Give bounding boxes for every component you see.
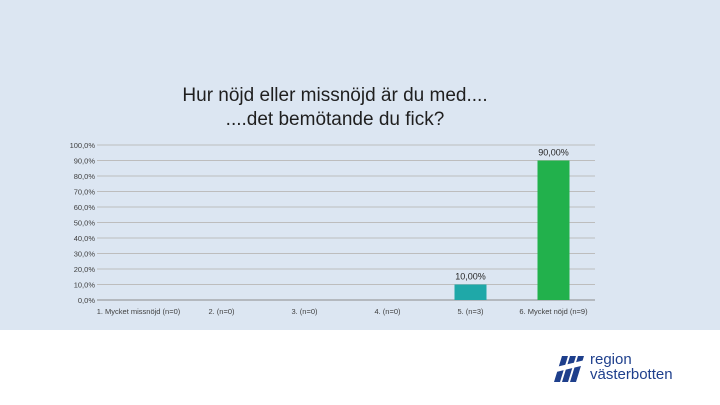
x-tick-label: 6. Mycket nöjd (n=9) bbox=[519, 307, 588, 316]
y-tick-label: 70,0% bbox=[74, 188, 96, 197]
chart-title-line-1: Hur nöjd eller missnöjd är du med.... bbox=[182, 85, 488, 106]
y-tick-label: 20,0% bbox=[74, 265, 96, 274]
y-tick-label: 60,0% bbox=[74, 203, 96, 212]
x-tick-label: 2. (n=0) bbox=[208, 307, 235, 316]
x-tick-label: 5. (n=3) bbox=[457, 307, 484, 316]
logo-text: region västerbotten bbox=[590, 352, 673, 382]
slide-background bbox=[0, 0, 720, 330]
data-label: 90,00% bbox=[538, 148, 569, 158]
logo-line-2: västerbotten bbox=[590, 366, 673, 383]
bar bbox=[454, 284, 487, 300]
data-label: 10,00% bbox=[455, 272, 486, 282]
logo-line-1: region bbox=[590, 351, 632, 368]
y-tick-label: 80,0% bbox=[74, 172, 96, 181]
y-tick-label: 0,0% bbox=[78, 296, 95, 305]
y-tick-label: 90,0% bbox=[74, 157, 96, 166]
region-vasterbotten-logo: region västerbotten bbox=[552, 352, 702, 386]
bar bbox=[537, 160, 570, 300]
x-tick-label: 4. (n=0) bbox=[374, 307, 401, 316]
y-tick-label: 30,0% bbox=[74, 250, 96, 259]
x-tick-label: 1. Mycket missnöjd (n=0) bbox=[97, 307, 181, 316]
logo-mark-icon bbox=[552, 356, 585, 382]
y-tick-label: 100,0% bbox=[70, 141, 96, 150]
bar-chart: 0,0% 10,0% 20,0% 30,0% 40,0% 50,0% 60,0% 70,0% 8… bbox=[70, 141, 595, 316]
chart-title: Hur nöjd eller missnöjd är du med.... ..… bbox=[110, 84, 560, 132]
chart-title-line-2: ....det bemötande du fick? bbox=[225, 109, 445, 130]
x-tick-label: 3. (n=0) bbox=[291, 307, 318, 316]
y-tick-label: 50,0% bbox=[74, 219, 96, 228]
y-tick-label: 40,0% bbox=[74, 234, 96, 243]
y-tick-label: 10,0% bbox=[74, 281, 96, 290]
